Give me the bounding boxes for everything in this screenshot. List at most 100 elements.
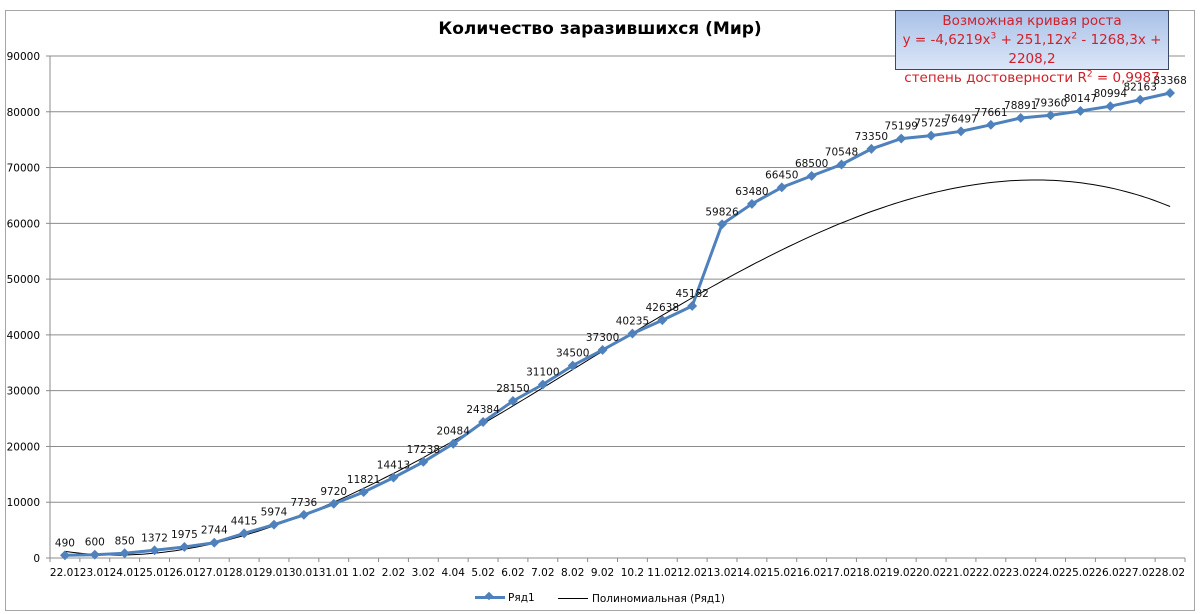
svg-text:30000: 30000 — [7, 386, 40, 398]
svg-text:77661: 77661 — [974, 107, 1007, 119]
svg-text:25.02: 25.02 — [1065, 567, 1095, 579]
svg-text:22.02: 22.02 — [976, 567, 1006, 579]
svg-text:76497: 76497 — [944, 113, 977, 125]
svg-text:6.02: 6.02 — [501, 567, 524, 579]
svg-text:1.02: 1.02 — [352, 567, 375, 579]
svg-text:13.02: 13.02 — [707, 567, 737, 579]
svg-text:5974: 5974 — [261, 507, 288, 519]
svg-text:70000: 70000 — [7, 163, 40, 175]
svg-text:490: 490 — [55, 537, 75, 549]
svg-text:23.02: 23.02 — [1006, 567, 1036, 579]
svg-text:5.02: 5.02 — [471, 567, 494, 579]
svg-text:20000: 20000 — [7, 441, 40, 453]
svg-text:600: 600 — [85, 537, 105, 549]
svg-text:80000: 80000 — [7, 107, 40, 119]
svg-text:21.02: 21.02 — [946, 567, 976, 579]
legend-item-series[interactable]: Ряд1 — [475, 592, 535, 604]
svg-text:16.02: 16.02 — [797, 567, 827, 579]
svg-text:17238: 17238 — [407, 444, 440, 456]
svg-text:0: 0 — [33, 553, 40, 565]
svg-text:34500: 34500 — [556, 348, 589, 360]
svg-text:24.02: 24.02 — [1036, 567, 1066, 579]
svg-text:90000: 90000 — [7, 51, 40, 63]
svg-text:45182: 45182 — [675, 288, 708, 300]
svg-text:10.2: 10.2 — [621, 567, 644, 579]
annotation-equation: y = -4,6219x3 + 251,12x2 - 1268,3x + 220… — [902, 31, 1162, 67]
svg-text:20484: 20484 — [437, 426, 471, 438]
svg-text:68500: 68500 — [795, 158, 828, 170]
svg-text:8.02: 8.02 — [561, 567, 584, 579]
svg-text:24.01: 24.01 — [110, 567, 140, 579]
gridlines — [50, 55, 1185, 503]
svg-text:14413: 14413 — [377, 460, 410, 472]
svg-text:75725: 75725 — [914, 118, 947, 130]
svg-text:11821: 11821 — [347, 474, 380, 486]
svg-text:28.02: 28.02 — [1155, 567, 1185, 579]
trendline — [64, 179, 1171, 556]
svg-text:42638: 42638 — [646, 302, 679, 314]
svg-text:9.02: 9.02 — [591, 567, 614, 579]
svg-text:25.01: 25.01 — [140, 567, 170, 579]
svg-text:82163: 82163 — [1123, 82, 1156, 94]
svg-text:60000: 60000 — [7, 218, 40, 230]
svg-text:7736: 7736 — [291, 497, 318, 509]
legend-item-trendline[interactable]: Полиномиальная (Ряд1) — [557, 593, 725, 605]
equation-annotation-box: Возможная кривая роста y = -4,6219x3 + 2… — [895, 10, 1169, 86]
svg-text:14.02: 14.02 — [737, 567, 767, 579]
svg-text:40235: 40235 — [616, 316, 649, 328]
svg-text:1975: 1975 — [171, 529, 198, 541]
annotation-r-squared: степень достоверности R2 = 0,9987 — [904, 69, 1160, 86]
series-line — [64, 91, 1171, 557]
svg-text:27.02: 27.02 — [1125, 567, 1155, 579]
svg-text:27.01: 27.01 — [199, 567, 229, 579]
legend: Ряд1 Полиномиальная (Ряд1) — [0, 590, 1200, 605]
svg-text:80994: 80994 — [1094, 88, 1128, 100]
svg-text:50000: 50000 — [7, 274, 40, 286]
chart-title: Количество заразившихся (Мир) — [438, 19, 762, 39]
x-axis: 22.01 23.01 24.01 25.01 26.01 27.01 28.01 29.01… — [49, 557, 1186, 579]
svg-text:79360: 79360 — [1034, 97, 1067, 109]
svg-text:1372: 1372 — [141, 532, 168, 544]
y-axis: 0 10000 20000 30000 40000 50000 60000 70000 8000… — [7, 51, 51, 565]
svg-text:12.02: 12.02 — [677, 567, 707, 579]
svg-text:24384: 24384 — [466, 404, 500, 416]
svg-text:73350: 73350 — [855, 131, 888, 143]
svg-text:9720: 9720 — [320, 486, 347, 498]
svg-text:18.02: 18.02 — [856, 567, 886, 579]
trendline-legend-icon — [557, 598, 588, 599]
svg-text:23.01: 23.01 — [80, 567, 110, 579]
svg-text:26.02: 26.02 — [1095, 567, 1125, 579]
svg-text:28.01: 28.01 — [229, 567, 259, 579]
svg-text:20.02: 20.02 — [916, 567, 946, 579]
svg-text:3.02: 3.02 — [412, 567, 435, 579]
svg-text:17.02: 17.02 — [826, 567, 856, 579]
svg-text:850: 850 — [115, 535, 135, 547]
data-labels: 490 600 850 1372 1975 27444415597477369720118… — [55, 75, 1187, 549]
svg-text:80147: 80147 — [1064, 93, 1097, 105]
svg-text:28150: 28150 — [496, 383, 529, 395]
svg-text:40000: 40000 — [7, 330, 40, 342]
svg-text:31100: 31100 — [526, 367, 559, 379]
svg-text:2.02: 2.02 — [382, 567, 405, 579]
svg-text:59826: 59826 — [705, 206, 739, 218]
svg-text:26.01: 26.01 — [169, 567, 199, 579]
chart-frame — [5, 10, 1195, 611]
svg-text:75199: 75199 — [885, 121, 918, 133]
svg-text:7.02: 7.02 — [531, 567, 554, 579]
series-legend-icon — [475, 596, 506, 599]
svg-text:31.01: 31.01 — [319, 567, 349, 579]
svg-text:4415: 4415 — [231, 515, 258, 527]
series-markers — [59, 88, 1176, 561]
svg-text:2744: 2744 — [201, 525, 228, 537]
svg-text:63480: 63480 — [735, 186, 768, 198]
svg-text:78891: 78891 — [1004, 100, 1037, 112]
svg-text:29.01: 29.01 — [259, 567, 289, 579]
svg-text:15.02: 15.02 — [767, 567, 797, 579]
svg-text:30.01: 30.01 — [289, 567, 319, 579]
svg-text:70548: 70548 — [825, 146, 858, 158]
svg-text:37300: 37300 — [586, 332, 619, 344]
svg-text:66450: 66450 — [765, 169, 798, 181]
annotation-line1: Возможная кривая роста — [942, 13, 1122, 29]
svg-text:4.04: 4.04 — [442, 567, 466, 579]
